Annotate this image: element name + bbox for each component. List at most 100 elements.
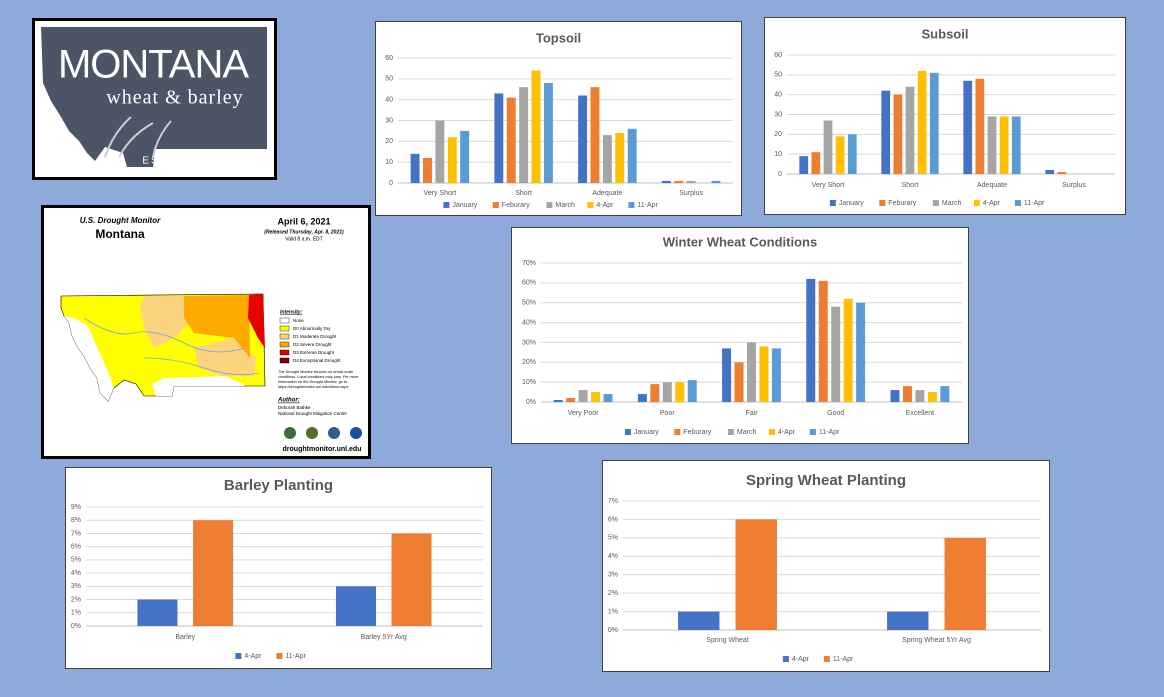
chart: Subsoil 0 10 20 30 40 50 60 Very Short Short Adequ… <box>774 26 1115 207</box>
y-tick-label: 2% <box>608 590 618 597</box>
bar <box>1057 172 1067 174</box>
bar <box>905 86 915 174</box>
region-d1 <box>194 338 256 376</box>
agency-logo <box>284 427 296 439</box>
y-tick-label: 10 <box>774 151 782 158</box>
y-tick-label: 60 <box>385 55 393 62</box>
x-tick-label: Spring Wheat 5Yr Avg <box>902 637 971 644</box>
map-note: The Drought Monitor focuses on broad-sca… <box>278 370 353 374</box>
y-tick-label: 30 <box>774 111 782 118</box>
bar <box>771 348 781 402</box>
chart-panel: Winter Wheat Conditions 0% 10% 20% 30% 40% 50%… <box>511 227 969 444</box>
legend-label: January <box>839 200 864 207</box>
legend-label: March <box>555 202 575 209</box>
map-header: U.S. Drought Monitor <box>80 216 161 225</box>
y-tick-label: 40 <box>385 97 393 104</box>
y-tick-label: 6% <box>71 544 81 551</box>
bar <box>747 342 756 402</box>
bar <box>578 95 588 183</box>
legend-swatch <box>768 429 775 435</box>
legend-label: January <box>634 429 659 436</box>
y-tick-label: 9% <box>71 504 81 511</box>
x-tick-label: Surplus <box>1062 182 1086 189</box>
x-tick-label: Short <box>902 182 919 189</box>
bar <box>917 70 927 174</box>
bar <box>927 392 937 402</box>
x-tick-label: Barley 5Yr Avg <box>361 634 407 641</box>
chart-title: Barley Planting <box>224 477 333 494</box>
y-tick-label: 20 <box>774 131 782 138</box>
legend-swatch <box>727 429 734 435</box>
bar <box>602 135 612 183</box>
bar <box>637 394 647 402</box>
bar <box>831 306 841 402</box>
chart-panel: Spring Wheat Planting 0% 1% 2% 3% 4% 5% 6% 7% Spr… <box>602 460 1050 672</box>
y-tick-label: 0% <box>526 399 536 406</box>
map-legend-item: D4 Exceptional Drought <box>293 358 341 363</box>
legend-label: March <box>942 200 962 207</box>
bar <box>603 394 613 402</box>
x-tick-label: Excellent <box>906 410 934 417</box>
region-d3 <box>248 294 265 348</box>
bar <box>590 87 600 183</box>
bar <box>423 158 432 183</box>
legend-swatch <box>276 653 283 659</box>
y-tick-label: 50% <box>522 300 536 307</box>
chart-panel: Barley Planting 0% 1% 2% 3% 4% 5% 6% 7% 8% 9% Barle… <box>65 467 492 669</box>
bar <box>811 152 821 174</box>
x-tick-label: Poor <box>660 410 675 417</box>
legend-label: 4-Apr <box>596 202 614 209</box>
legend-swatch <box>809 429 816 435</box>
legend-swatch <box>587 202 594 208</box>
bar <box>929 72 939 174</box>
chart-panel: Subsoil 0 10 20 30 40 50 60 Very Short Short Adequ… <box>764 17 1126 215</box>
bar <box>553 400 563 402</box>
legend-swatch <box>823 656 830 662</box>
bar <box>799 156 809 174</box>
map-date: April 6, 2021 <box>277 216 330 226</box>
legend-swatch <box>1014 200 1021 206</box>
legend-swatch <box>279 341 290 348</box>
bar <box>835 136 845 174</box>
y-tick-label: 50 <box>385 76 393 83</box>
bar <box>675 382 685 402</box>
legend-label: Feburary <box>502 202 531 209</box>
bar <box>944 537 986 630</box>
bar <box>686 180 696 183</box>
chart-title: Subsoil <box>922 26 969 41</box>
drought-map: U.S. Drought Monitor Montana April 6, 20… <box>41 205 371 459</box>
y-tick-label: 0 <box>389 180 393 187</box>
bar <box>823 120 833 174</box>
map-note: information on the Drought Monitor, go t… <box>278 380 347 384</box>
legend-swatch <box>492 202 499 208</box>
bar <box>447 137 457 183</box>
y-tick-label: 4% <box>608 553 618 560</box>
y-tick-label: 20% <box>522 359 536 366</box>
logo-shape <box>41 27 267 167</box>
y-tick-label: 0% <box>608 627 618 634</box>
region-none <box>64 316 114 401</box>
chart: Barley Planting 0% 1% 2% 3% 4% 5% 6% 7% 8% 9% Barle… <box>71 477 483 660</box>
bar <box>1011 116 1021 174</box>
legend-label: Feburary <box>888 200 917 207</box>
y-tick-label: 50 <box>774 72 782 79</box>
x-tick-label: Fair <box>745 410 758 417</box>
y-tick-label: 10 <box>385 159 393 166</box>
bar <box>531 70 541 183</box>
map-state: Montana <box>95 227 145 241</box>
legend-label: 4-Apr <box>244 653 262 660</box>
map-author-org: National Drought Mitigation Center <box>278 411 348 416</box>
y-tick-label: 10% <box>522 379 536 386</box>
bar <box>578 390 588 402</box>
legend-swatch <box>279 349 290 356</box>
y-tick-label: 0 <box>778 171 782 178</box>
bar <box>735 519 777 630</box>
y-tick-label: 40% <box>522 319 536 326</box>
chart-title: Topsoil <box>536 30 581 45</box>
logo-title: MONTANA <box>58 43 249 87</box>
legend-label: 11-Apr <box>637 202 658 209</box>
bar <box>887 611 929 630</box>
legend-label: 11-Apr <box>285 653 306 660</box>
x-tick-label: Adequate <box>977 182 1007 189</box>
legend-swatch <box>932 200 939 206</box>
